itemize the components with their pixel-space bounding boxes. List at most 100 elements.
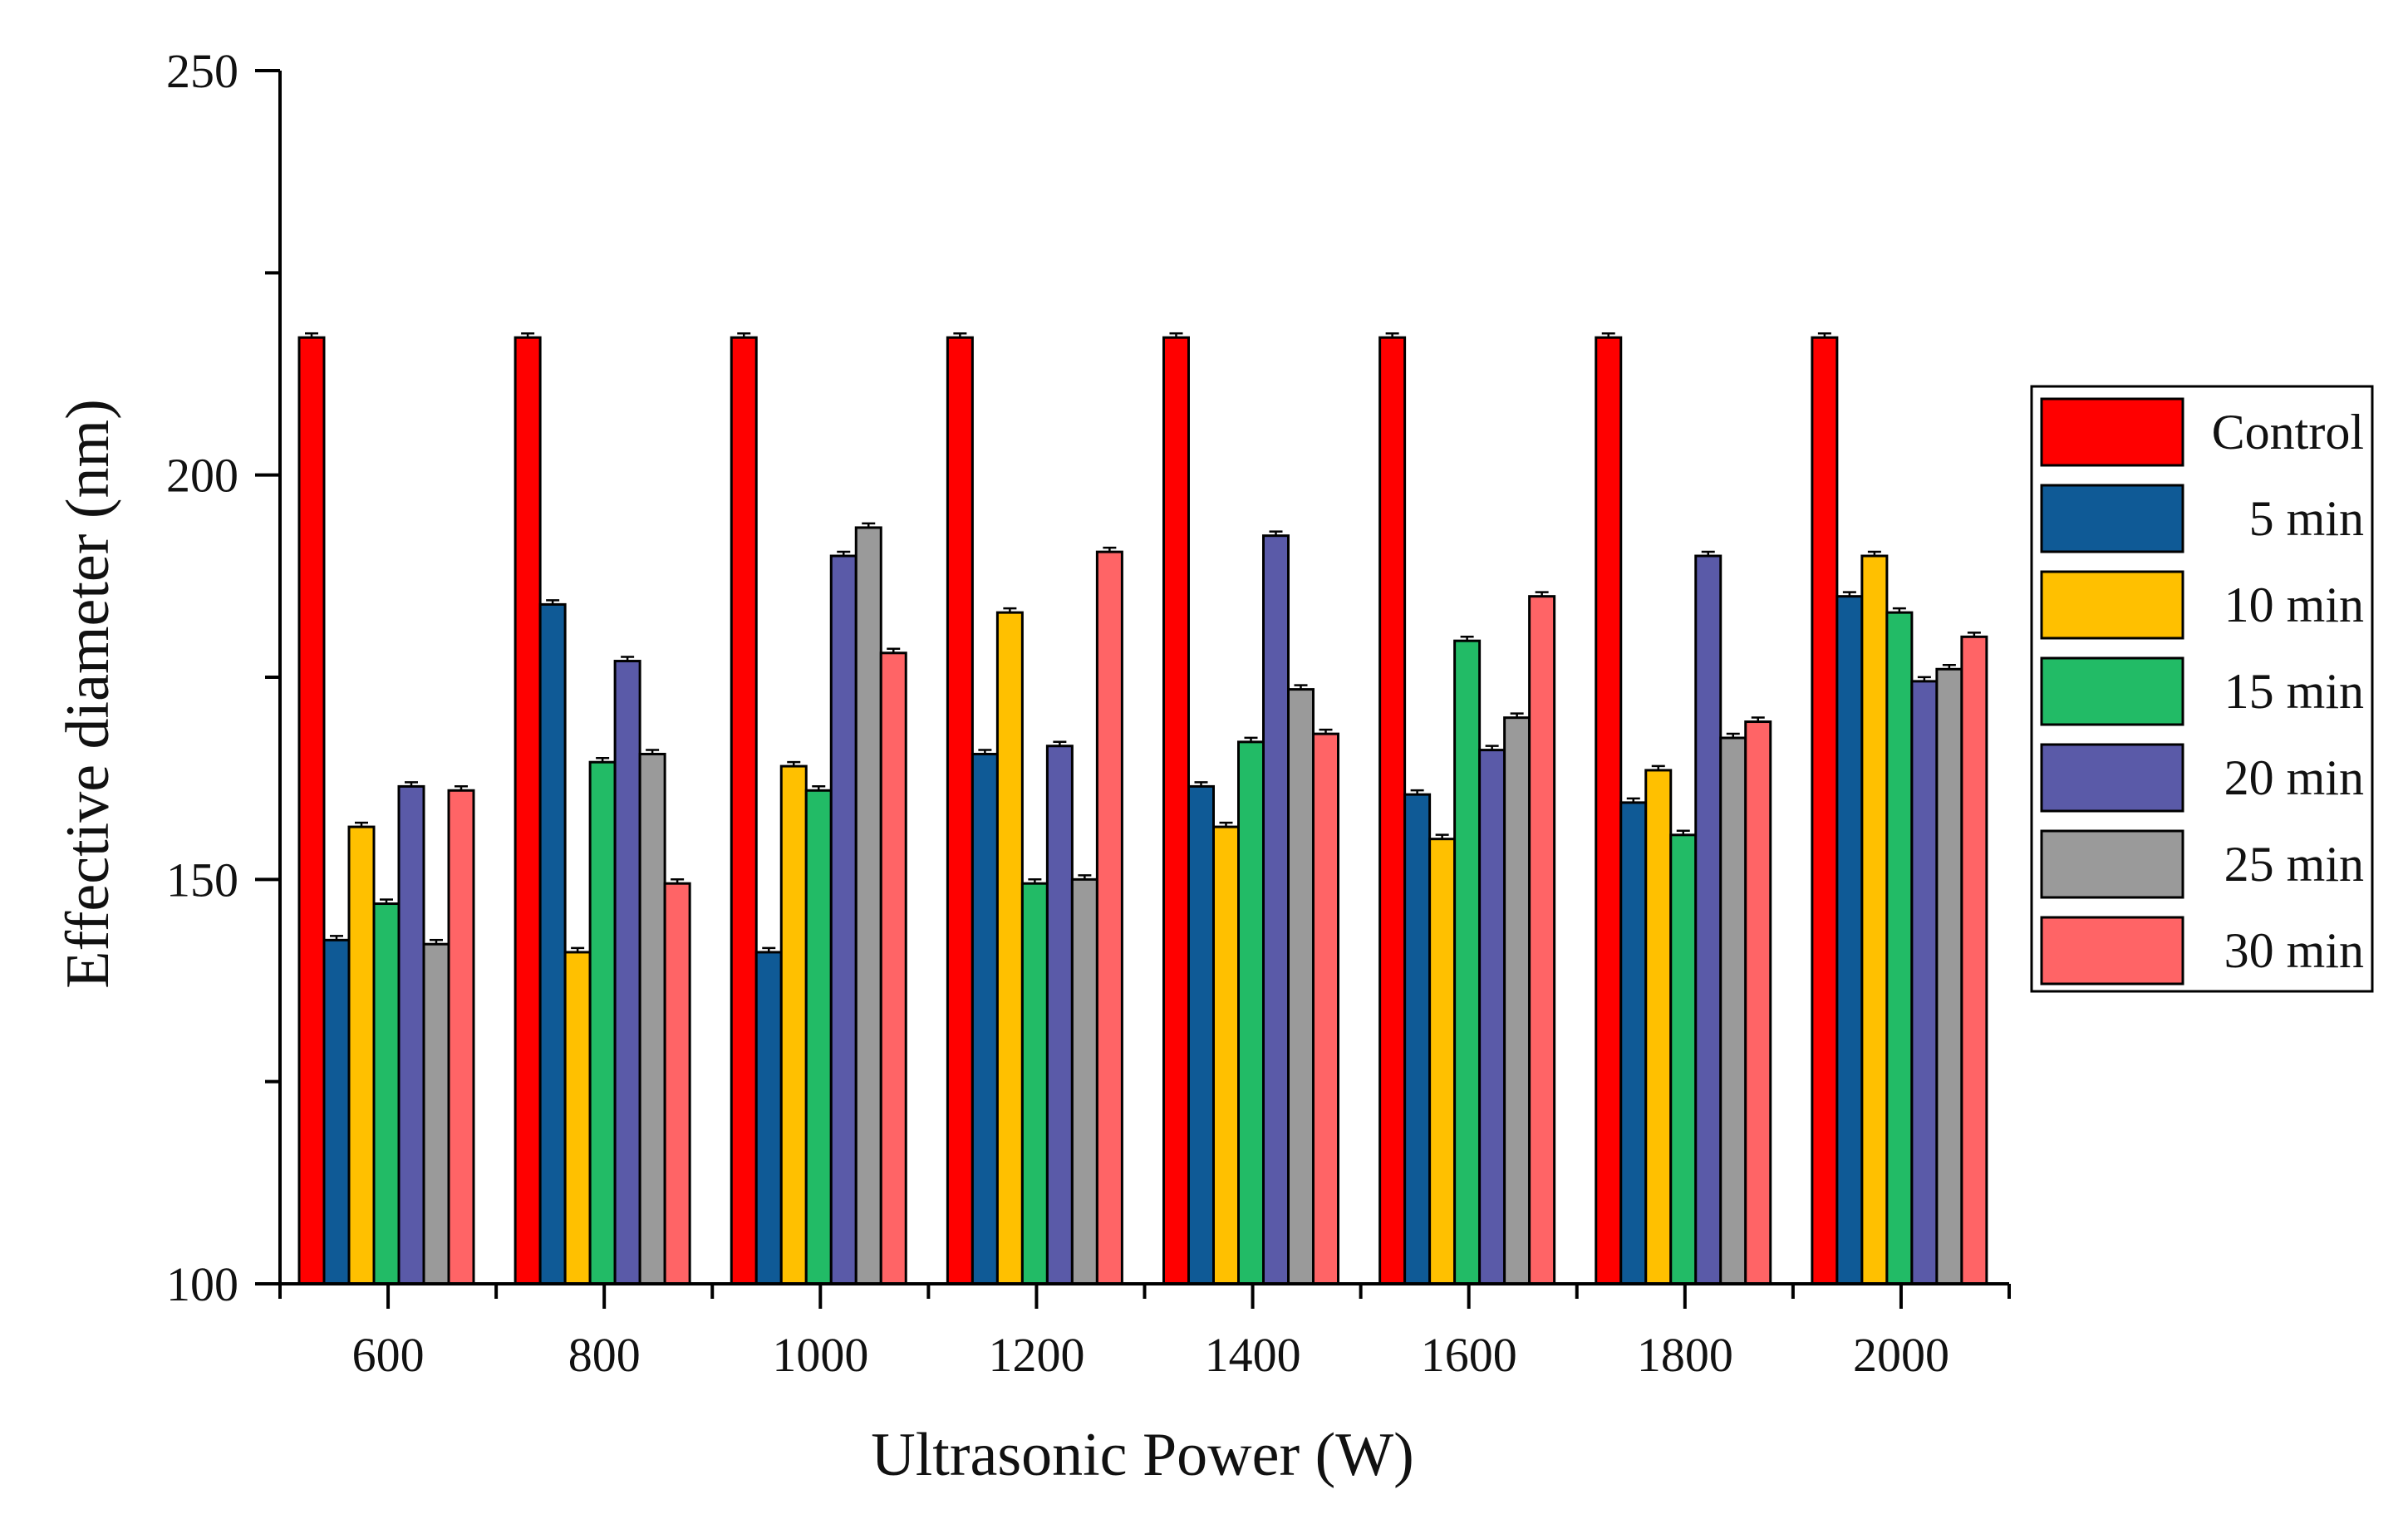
error-bar bbox=[1942, 664, 1956, 670]
error-bar bbox=[862, 522, 876, 528]
error-bar bbox=[596, 756, 610, 763]
bar-30-min-600 bbox=[447, 789, 475, 1285]
bar-control-1200 bbox=[946, 336, 974, 1285]
error-bar bbox=[737, 332, 751, 338]
bar-20-min-1200 bbox=[1045, 745, 1074, 1285]
bar-control-1000 bbox=[730, 336, 758, 1285]
y-tick-label: 150 bbox=[166, 853, 238, 907]
bar-30-min-1200 bbox=[1095, 550, 1123, 1285]
error-bar bbox=[1435, 833, 1449, 839]
legend-swatch-25-min bbox=[2040, 829, 2184, 899]
bar-30-min-1600 bbox=[1528, 595, 1556, 1285]
x-tick-label: 1200 bbox=[988, 1328, 1084, 1382]
y-tick-label: 200 bbox=[166, 449, 238, 503]
error-bar bbox=[455, 785, 468, 791]
error-bar bbox=[546, 599, 560, 605]
legend-swatch-5-min bbox=[2040, 484, 2184, 553]
error-bar bbox=[1385, 332, 1399, 338]
error-bar bbox=[330, 935, 343, 941]
bar-10-min-1800 bbox=[1644, 769, 1673, 1285]
error-bar bbox=[1676, 829, 1690, 835]
bar-5-min-2000 bbox=[1835, 595, 1864, 1285]
bar-10-min-1200 bbox=[995, 611, 1024, 1285]
legend-label: 5 min bbox=[2249, 491, 2364, 546]
legend-label: 15 min bbox=[2224, 664, 2364, 719]
error-bar bbox=[1601, 332, 1615, 338]
error-bar bbox=[1053, 740, 1067, 746]
error-bar bbox=[1651, 764, 1665, 770]
x-tick-label: 1400 bbox=[1205, 1328, 1301, 1382]
legend-swatch-15-min bbox=[2040, 656, 2184, 726]
bar-20-min-1000 bbox=[829, 554, 858, 1285]
bar-30-min-800 bbox=[663, 882, 691, 1285]
bar-20-min-1800 bbox=[1694, 554, 1722, 1285]
error-bar bbox=[1817, 332, 1831, 338]
legend-label: 30 min bbox=[2224, 923, 2364, 978]
bar-5-min-1000 bbox=[754, 951, 783, 1285]
legend-label: 10 min bbox=[2224, 578, 2364, 632]
bar-20-min-600 bbox=[397, 784, 425, 1285]
bar-10-min-600 bbox=[347, 825, 376, 1285]
x-tick-label: 1600 bbox=[1421, 1328, 1517, 1382]
error-bar bbox=[1485, 745, 1499, 750]
bar-control-1800 bbox=[1595, 336, 1623, 1285]
bar-20-min-1400 bbox=[1262, 534, 1290, 1285]
bar-20-min-1600 bbox=[1478, 749, 1506, 1285]
legend-label: Control bbox=[2212, 405, 2364, 460]
bar-30-min-1000 bbox=[879, 651, 907, 1285]
error-bar bbox=[1535, 591, 1549, 597]
bar-20-min-800 bbox=[613, 660, 641, 1285]
y-tick-label: 100 bbox=[166, 1257, 238, 1311]
error-bar bbox=[1967, 632, 1981, 637]
legend-label: 25 min bbox=[2224, 837, 2364, 892]
legend: Control 5 min 10 min 15 min 20 min 25 min 30 m… bbox=[2030, 385, 2374, 993]
error-bar bbox=[380, 898, 393, 904]
bar-25-min-1800 bbox=[1719, 736, 1747, 1285]
error-bar bbox=[1194, 781, 1208, 787]
error-bar bbox=[1510, 712, 1524, 718]
axes: 100 150 200 250 600 800 1000 1200 1400 1600 1800 20… bbox=[166, 44, 2011, 1382]
bar-30-min-1400 bbox=[1312, 732, 1339, 1285]
error-bar bbox=[1169, 332, 1183, 338]
error-bar bbox=[1460, 635, 1474, 641]
legend-swatch-10-min bbox=[2040, 570, 2184, 640]
bar-15-min-1800 bbox=[1669, 833, 1698, 1285]
bar-10-min-1400 bbox=[1212, 825, 1240, 1285]
error-bar bbox=[837, 550, 851, 556]
bar-25-min-1000 bbox=[854, 526, 882, 1285]
bar-10-min-800 bbox=[563, 951, 592, 1285]
error-bar bbox=[978, 749, 992, 755]
legend-label: 20 min bbox=[2224, 750, 2364, 805]
error-bar bbox=[1269, 530, 1283, 536]
x-axis-title: Ultrasonic Power (W) bbox=[871, 1421, 1413, 1489]
bar-5-min-600 bbox=[322, 938, 351, 1285]
error-bar bbox=[521, 332, 535, 338]
bar-15-min-1400 bbox=[1237, 740, 1265, 1285]
error-bar bbox=[1244, 736, 1258, 742]
error-bar bbox=[571, 946, 585, 952]
bar-5-min-1800 bbox=[1619, 801, 1648, 1285]
x-tick-label: 800 bbox=[568, 1328, 641, 1382]
error-bar bbox=[1003, 607, 1017, 613]
y-axis-title: Effective diameter (nm) bbox=[54, 399, 122, 989]
bar-5-min-1600 bbox=[1403, 793, 1432, 1285]
error-bar bbox=[646, 749, 660, 755]
error-bar bbox=[1751, 716, 1765, 722]
bar-control-800 bbox=[514, 336, 542, 1285]
bar-20-min-2000 bbox=[1910, 680, 1939, 1285]
bar-30-min-2000 bbox=[1960, 635, 1988, 1285]
bar-10-min-2000 bbox=[1860, 554, 1889, 1285]
error-bar bbox=[355, 821, 368, 828]
error-bar bbox=[1410, 789, 1424, 795]
bar-30-min-1800 bbox=[1744, 720, 1772, 1285]
bar-control-2000 bbox=[1811, 336, 1839, 1285]
error-bar bbox=[305, 332, 318, 338]
error-bar bbox=[430, 938, 443, 945]
error-bar bbox=[1078, 874, 1092, 880]
bar-10-min-1600 bbox=[1428, 838, 1457, 1285]
bar-15-min-600 bbox=[372, 902, 401, 1285]
bar-25-min-2000 bbox=[1935, 667, 1963, 1285]
x-tick-label: 600 bbox=[352, 1328, 425, 1382]
error-bar bbox=[1842, 591, 1856, 597]
error-bar bbox=[1028, 877, 1042, 884]
